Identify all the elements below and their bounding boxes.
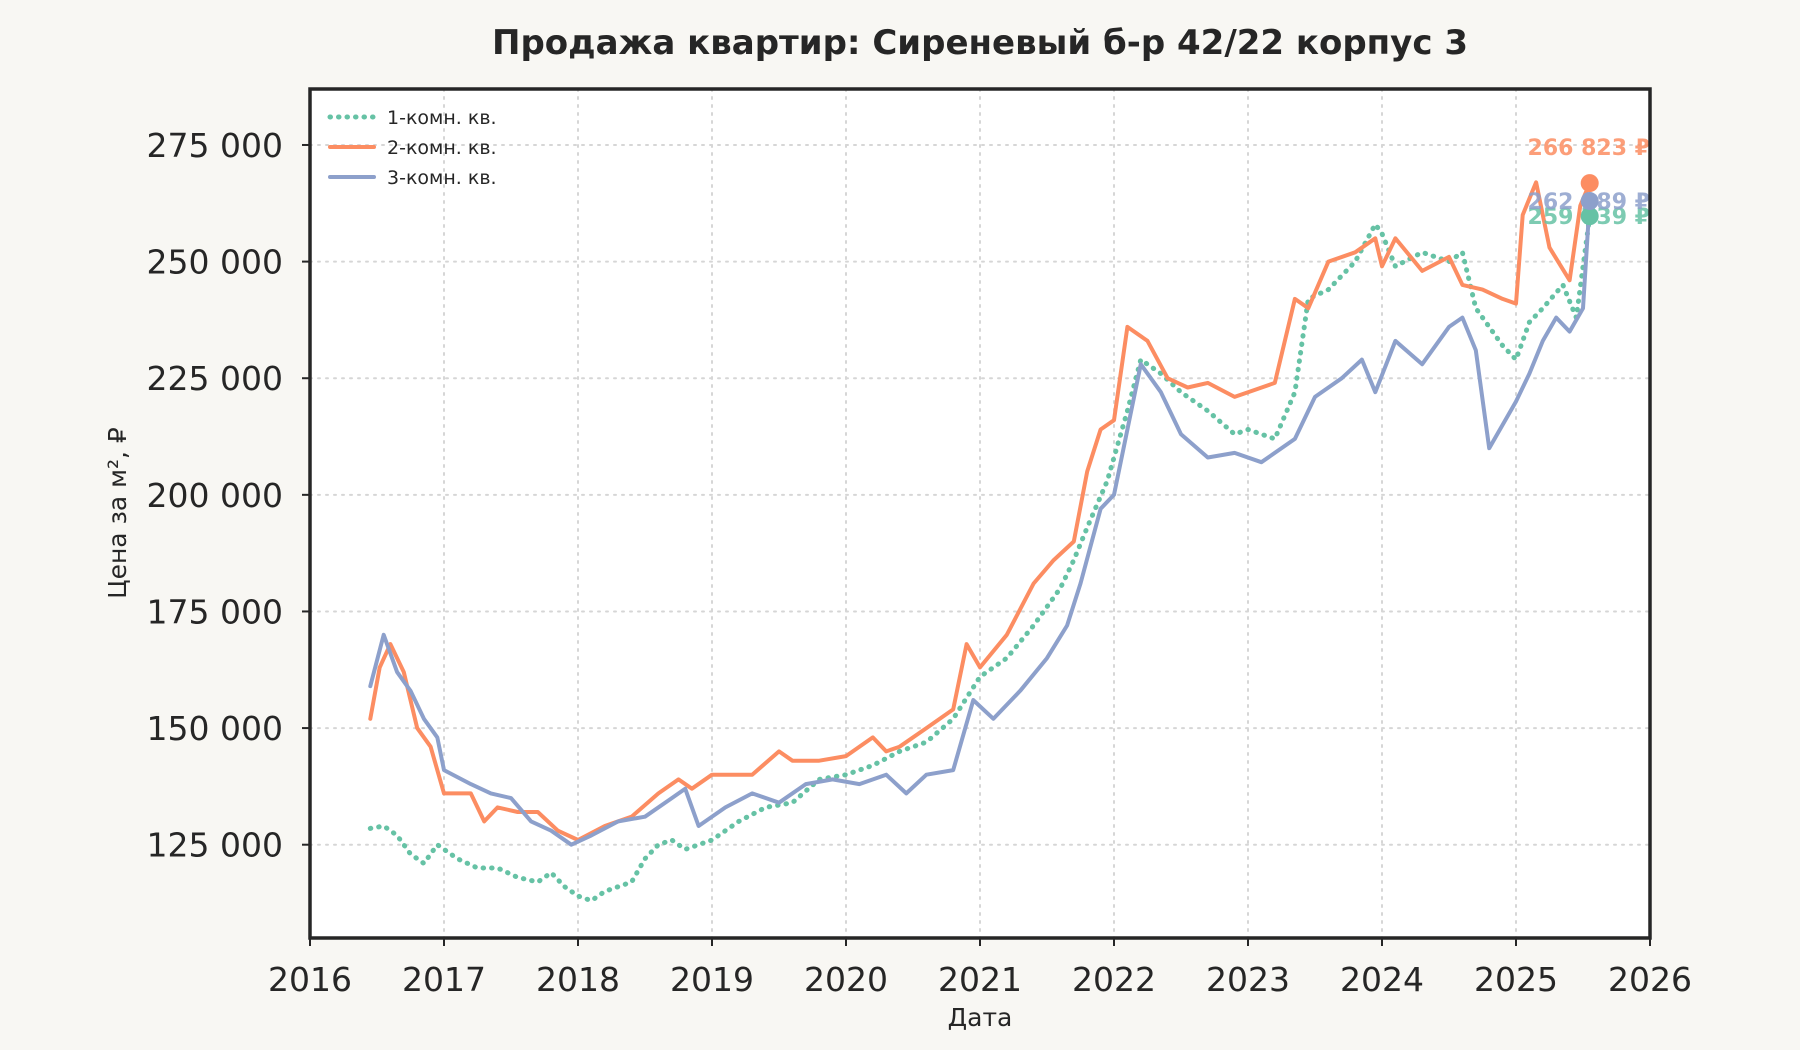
x-axis-label: Дата: [948, 1003, 1013, 1032]
x-tick-label: 2021: [938, 960, 1022, 999]
y-tick-label: 125 000: [147, 826, 283, 865]
y-axis-ticks: 125 000 150 000 175 000 200 000 225 000 250 0…: [147, 126, 310, 865]
x-axis-ticks: 2016 2017 2018 2019 2020 2021 2022 2023 2024 2025…: [268, 938, 1692, 999]
y-tick-label: 200 000: [147, 476, 283, 515]
x-tick-label: 2017: [402, 960, 486, 999]
y-tick-label: 175 000: [147, 592, 283, 631]
x-tick-label: 2016: [268, 960, 352, 999]
series-endpoint-1: [1580, 207, 1599, 226]
y-tick-label: 150 000: [147, 709, 283, 748]
x-tick-label: 2025: [1474, 960, 1558, 999]
chart-title: Продажа квартир: Сиреневый б-р 42/22 кор…: [492, 23, 1468, 63]
legend-label-2: 2-комн. кв.: [387, 137, 497, 159]
x-tick-label: 2024: [1340, 960, 1424, 999]
series-endpoint-2: [1580, 174, 1599, 193]
x-tick-label: 2018: [536, 960, 620, 999]
series-layer: [367, 180, 1593, 904]
series-line-3: [368, 199, 1592, 847]
legend: 1-комн. кв. 2-комн. кв. 3-комн. кв.: [327, 107, 497, 189]
end-labels: 259 739 ₽266 823 ₽262 989 ₽: [1528, 136, 1650, 230]
y-axis-label: Цена за м², ₽: [103, 427, 132, 599]
grid: [309, 88, 1651, 939]
series-endpoint-3: [1580, 192, 1599, 211]
series-end-label-3: 262 989 ₽: [1528, 190, 1650, 215]
series-line-1: [367, 213, 1593, 904]
series-end-label-2: 266 823 ₽: [1528, 136, 1650, 161]
y-tick-label: 225 000: [147, 359, 283, 398]
y-tick-label: 275 000: [147, 126, 283, 165]
y-tick-label: 250 000: [147, 243, 283, 282]
legend-label-1: 1-комн. кв.: [387, 107, 497, 129]
x-tick-label: 2023: [1206, 960, 1290, 999]
series-line-2: [368, 180, 1592, 842]
x-tick-label: 2022: [1072, 960, 1156, 999]
x-tick-label: 2019: [670, 960, 754, 999]
x-tick-label: 2026: [1608, 960, 1692, 999]
x-tick-label: 2020: [804, 960, 888, 999]
legend-label-3: 3-комн. кв.: [387, 167, 497, 189]
